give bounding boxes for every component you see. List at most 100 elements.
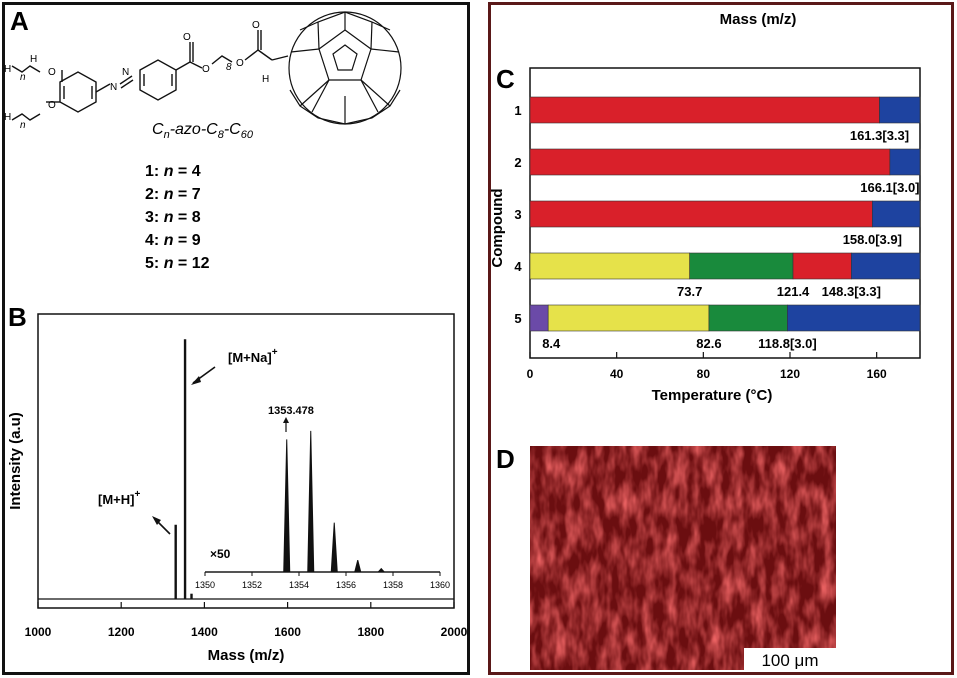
panel-c-top-text: Mass (m/z) (720, 11, 797, 28)
molecule-structure (11, 30, 289, 121)
inset-peak (307, 430, 315, 573)
phase-x-ticks: 0 40 80 120 160 (527, 352, 887, 381)
phase-tick-label: 40 (610, 367, 624, 381)
inset-peak (377, 567, 385, 573)
compound-list-item: 3: n = 8 (145, 209, 201, 226)
ms-x-ticks: 1000 1200 1400 1600 1800 2000 (25, 602, 468, 639)
phase-bar-segment (792, 252, 852, 280)
phase-categories: 1 2 3 4 5 (514, 103, 522, 326)
atom-h-4: H (262, 74, 269, 85)
phase-transition-label: 8.4 (542, 336, 561, 351)
atom-o-4: O (202, 64, 210, 75)
compound-category-label: 2 (514, 155, 521, 170)
compound-list-item: 1: n = 4 (145, 163, 201, 180)
mna-annotation: [M+Na]+ (228, 347, 278, 365)
scale-bar-box (744, 648, 836, 670)
compound-list-item: 2: n = 7 (145, 186, 201, 203)
inset-tick-label: 1350 (195, 580, 215, 590)
phase-transition-label: 158.0[3.9] (843, 232, 902, 247)
panel-a-label: A (10, 6, 29, 36)
polarized-micrograph (530, 446, 836, 670)
atom-azo-n2: N (122, 67, 129, 78)
phase-bars (529, 96, 921, 332)
inset-peak (283, 439, 291, 573)
ms-x-axis-label: Mass (m/z) (208, 647, 285, 664)
phase-y-axis-label: Compound (489, 188, 506, 267)
inset-tick-label: 1356 (336, 580, 356, 590)
phase-transition-label: 121.4 (777, 284, 810, 299)
atom-h-2: H (4, 64, 11, 75)
phase-transition-label: 161.3[3.3] (850, 128, 909, 143)
ms-tick-label: 1000 (25, 625, 52, 639)
panel-b-label: B (8, 302, 27, 332)
compound-category-label: 1 (514, 103, 521, 118)
phase-transition-label: 166.1[3.0] (860, 180, 919, 195)
phase-bar-segment (708, 304, 788, 332)
compound-list-item: 4: n = 9 (145, 232, 201, 249)
atom-h-3: H (4, 112, 11, 123)
ms-inset: 1350 1352 1354 1356 1358 1360 1353.478 ×50 (195, 405, 450, 590)
phase-tick-label: 0 (527, 367, 534, 381)
mh-arrow-head (152, 516, 161, 525)
atom-o-2: O (48, 100, 56, 111)
compound-category-label: 5 (514, 311, 521, 326)
phase-labels: 161.3[3.3] 166.1[3.0] 158.0[3.9] 73.7 121.4 1… (542, 128, 919, 351)
atom-h-1: H (30, 54, 37, 65)
ms-tick-label: 2000 (441, 625, 468, 639)
inset-scale-label: ×50 (210, 547, 231, 561)
inset-peaks (283, 430, 385, 573)
phase-bar-segment (529, 252, 690, 280)
panel-d-label: D (496, 444, 515, 474)
compound-name: Cn-azo-C8-C60 (152, 121, 254, 141)
ms-tick-label: 1600 (274, 625, 301, 639)
ms-tick-label: 1200 (108, 625, 135, 639)
compound-list: 1: n = 4 2: n = 7 3: n = 8 4: n = 9 5: n… (145, 163, 210, 272)
ms-tick-label: 1800 (357, 625, 384, 639)
phase-tick-label: 160 (867, 367, 887, 381)
phase-bar-segment (529, 200, 873, 228)
mh-annotation: [M+H]+ (98, 489, 140, 507)
phase-transition-label: 73.7 (677, 284, 702, 299)
atom-o-3: O (183, 32, 191, 43)
inset-peak-label: 1353.478 (268, 405, 314, 417)
atom-n-sub-1: n (20, 72, 26, 83)
ms-y-axis-label: Intensity (a.u) (7, 412, 24, 510)
inset-peak (354, 559, 362, 573)
inset-peak (330, 522, 338, 573)
inset-tick-label: 1354 (289, 580, 309, 590)
inset-tick-label: 1358 (383, 580, 403, 590)
phase-bar-segment (529, 148, 891, 176)
phase-transition-label: 82.6 (696, 336, 721, 351)
phase-bar-segment (851, 252, 921, 280)
compound-category-label: 4 (514, 259, 522, 274)
ms-peaks (174, 339, 193, 599)
phase-x-axis-label: Temperature (°C) (652, 387, 773, 404)
atom-o-6: O (252, 20, 260, 31)
phase-transition-label: 118.8[3.0] (758, 336, 817, 351)
inset-tick-label: 1352 (242, 580, 262, 590)
panel-a: A (4, 6, 402, 272)
fullerene-c60 (288, 11, 402, 125)
panel-b: B 1000 1200 1400 1600 1800 2000 Mass (m/z) In… (7, 302, 468, 664)
phase-bar-segment (529, 304, 549, 332)
phase-transition-label: 148.3[3.3] (822, 284, 881, 299)
ms-tick-label: 1400 (191, 625, 218, 639)
phase-bar-segment (872, 200, 921, 228)
ms-plot-frame (37, 313, 455, 609)
mna-arrow-head (191, 376, 201, 385)
panel-c-label: C (496, 64, 515, 94)
atom-chain-8: 8 (226, 62, 232, 73)
phase-bar-segment (689, 252, 794, 280)
molecule-atom-labels: O O H H H n n N N O O O O 8 H (4, 20, 269, 131)
phase-bar-segment (547, 304, 710, 332)
panel-c: Mass (m/z) C 161.3[3.3] 166.1[3.0] 158.0[3… (489, 11, 921, 404)
micrograph-texture (530, 446, 836, 670)
scale-bar-label: 100 μm (761, 651, 818, 670)
inset-x-ticks: 1350 1352 1354 1356 1358 1360 (195, 572, 450, 590)
phase-bar-segment (529, 96, 880, 124)
atom-azo-n1: N (110, 82, 117, 93)
phase-bar-segment (879, 96, 921, 124)
phase-tick-label: 80 (697, 367, 711, 381)
atom-n-sub-2: n (20, 120, 26, 131)
left-figure-frame (2, 2, 470, 675)
